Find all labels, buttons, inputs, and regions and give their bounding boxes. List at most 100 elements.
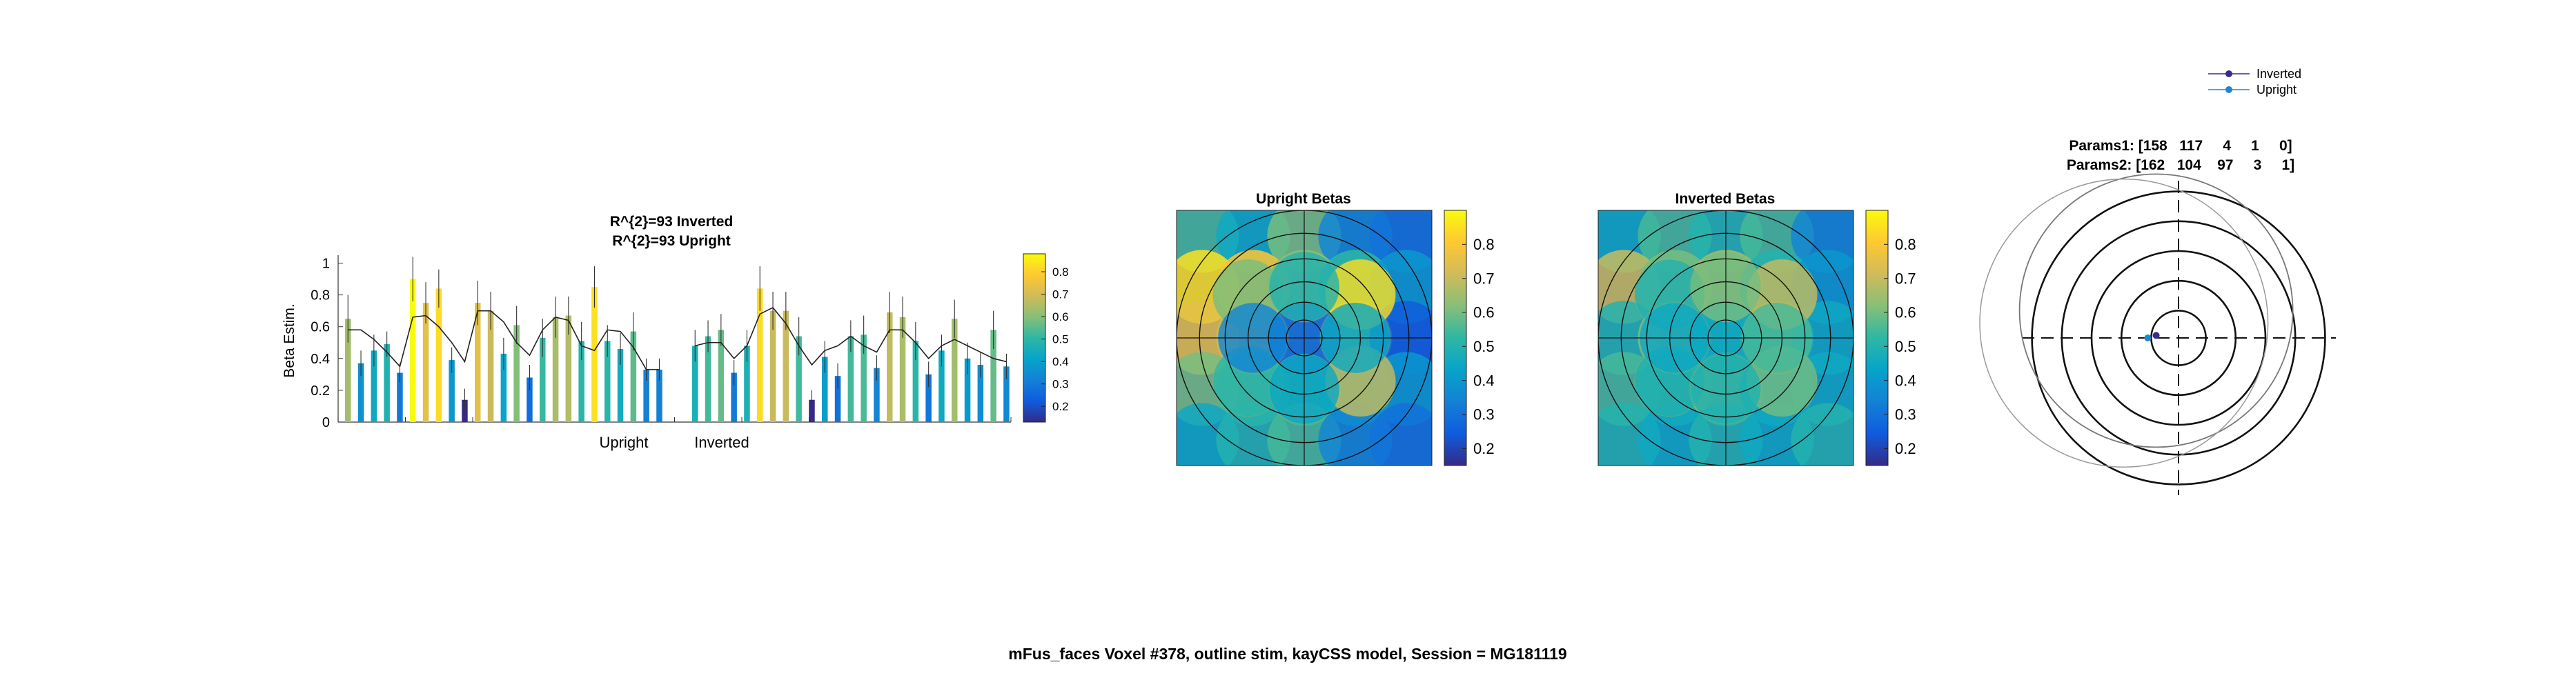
bar	[912, 341, 919, 422]
bar	[952, 319, 958, 422]
bar	[357, 363, 364, 422]
bar	[487, 310, 494, 422]
params1-text: Params1: [158 117 4 1 0]	[2069, 138, 2292, 154]
p3cb-tick-label: 0.4	[1895, 372, 1916, 389]
bar	[899, 317, 906, 422]
legend-inverted-marker	[2225, 70, 2232, 77]
p2cb-tick-label: 0.5	[1473, 338, 1495, 355]
bar-chart-panel: R^{2}=93 Inverted R^{2}=93 Upright Beta …	[282, 214, 1069, 451]
group-label-inverted: Inverted	[694, 434, 749, 451]
bar	[744, 346, 750, 422]
bar	[990, 330, 996, 422]
bar	[371, 350, 377, 422]
bar	[500, 353, 507, 422]
bar	[847, 336, 854, 422]
bar	[692, 346, 698, 422]
bar	[527, 377, 533, 422]
legend-upright-marker	[2225, 86, 2232, 93]
group-label-upright: Upright	[600, 434, 649, 451]
prf-plot	[1979, 173, 2336, 495]
bar	[1003, 366, 1010, 422]
bar	[757, 288, 763, 422]
bar	[435, 288, 442, 422]
inverted-betas-heatmap	[1597, 210, 1854, 466]
y-tick-label: 0.2	[311, 383, 330, 399]
bar	[718, 330, 725, 422]
p2-discs	[1177, 210, 1432, 466]
p3cb-bar	[1865, 210, 1889, 466]
bar	[552, 317, 559, 422]
bar	[540, 337, 546, 422]
bar	[462, 399, 468, 422]
cb1-tick-label: 0.5	[1052, 333, 1069, 346]
cb1-tick-label: 0.3	[1052, 378, 1069, 391]
bar	[796, 336, 802, 422]
inverted-center-marker	[2152, 332, 2160, 339]
p2cb-bar	[1444, 210, 1467, 466]
bar	[345, 319, 351, 422]
p3cb-tick-label: 0.8	[1895, 236, 1916, 253]
p2cb-tick-label: 0.2	[1473, 440, 1495, 457]
p2-frame	[1176, 210, 1433, 466]
bar	[422, 303, 429, 422]
p2cb-tick-label: 0.4	[1473, 372, 1495, 389]
p3cb-tick-label: 0.7	[1895, 270, 1916, 287]
error-bars	[347, 257, 1007, 411]
figure-suptitle: mFus_faces Voxel #378, outline stim, kay…	[1008, 645, 1566, 663]
params2-text: Params2: [162 104 97 3 1]	[2067, 157, 2294, 173]
p3cb-tick-label: 0.2	[1895, 440, 1916, 457]
bar	[513, 325, 520, 422]
p3cb-tick-label: 0.5	[1895, 338, 1916, 355]
cb1-tick-label: 0.8	[1052, 266, 1069, 279]
p3cb-tick-label: 0.6	[1895, 304, 1916, 321]
legend-inverted-label: Inverted	[2257, 67, 2301, 81]
bar-colorbar: 0.2 0.3 0.4 0.5 0.6 0.7 0.8	[1023, 253, 1069, 423]
bar-chart-title-line1: R^{2}=93 Inverted	[610, 214, 734, 230]
legend: Inverted Upright	[2208, 67, 2301, 97]
y-tick-label: 1	[322, 257, 330, 272]
bar	[475, 303, 481, 422]
bar	[861, 334, 867, 422]
cb1-bar	[1023, 253, 1046, 423]
model-fit-lines	[348, 307, 1007, 370]
bar	[591, 287, 598, 422]
inverted-betas-panel: Inverted Betas 0.2 0.3 0.4 0.5 0.6 0.7 0.8	[1597, 191, 1916, 466]
bar	[938, 350, 945, 422]
bar	[887, 312, 893, 422]
p2cb-tick-label: 0.7	[1473, 270, 1495, 287]
prf-outline-upright	[1979, 178, 2269, 468]
bar	[925, 374, 932, 422]
p3cb-tick-label: 0.3	[1895, 406, 1916, 423]
inverted-colorbar: 0.2 0.3 0.4 0.5 0.6 0.7 0.8	[1865, 210, 1916, 466]
y-tick-label: 0.6	[311, 320, 330, 335]
bar	[822, 357, 828, 422]
cb1-tick-label: 0.2	[1052, 400, 1069, 413]
p2cb-tick-label: 0.8	[1473, 236, 1495, 253]
bar	[617, 348, 624, 422]
p2cb-tick-label: 0.6	[1473, 304, 1495, 321]
cb1-tick-label: 0.7	[1052, 288, 1069, 301]
p3-frame	[1597, 210, 1854, 466]
bar-chart-title-line2: R^{2}=93 Upright	[612, 233, 731, 249]
bar	[783, 310, 789, 422]
cb1-tick-label: 0.4	[1052, 355, 1069, 368]
bar	[397, 372, 403, 422]
upright-colorbar: 0.2 0.3 0.4 0.5 0.6 0.7 0.8	[1444, 210, 1495, 466]
upright-betas-heatmap	[1176, 210, 1433, 466]
bar	[384, 344, 390, 422]
bar	[769, 310, 776, 422]
bar	[410, 279, 416, 422]
cb1-tick-label: 0.6	[1052, 310, 1069, 323]
bar	[834, 376, 841, 422]
p3-disc	[1791, 403, 1854, 466]
bar	[643, 369, 649, 422]
bar	[630, 331, 637, 422]
bar	[578, 341, 584, 422]
bar-series	[345, 279, 1010, 422]
bar	[565, 315, 572, 422]
bar	[656, 369, 662, 422]
y-tick-label: 0.8	[311, 288, 330, 303]
p2-disc	[1369, 403, 1432, 466]
upright-betas-title: Upright Betas	[1256, 191, 1351, 207]
